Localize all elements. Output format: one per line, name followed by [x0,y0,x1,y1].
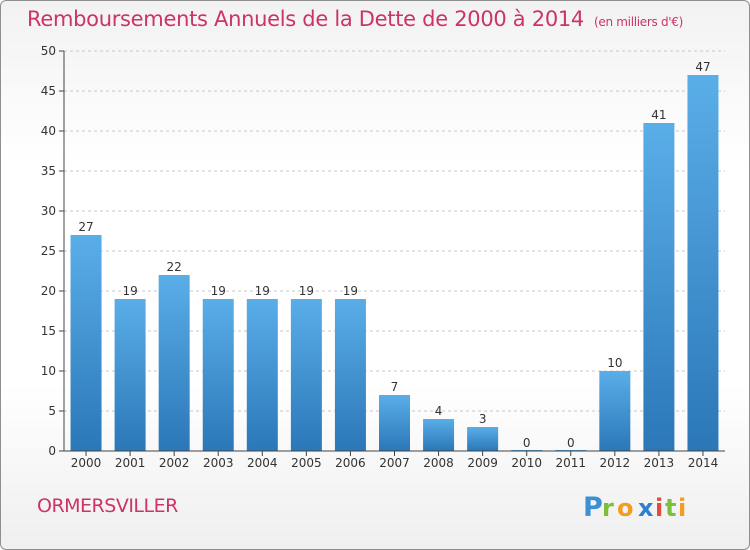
y-tick-label: 30 [41,204,56,218]
x-tick-label-2000: 2000 [71,456,102,470]
x-tick-label-2013: 2013 [644,456,675,470]
data-label-2006: 19 [343,284,358,298]
data-label-2007: 7 [391,380,399,394]
data-label-2002: 22 [167,260,182,274]
y-tick-label: 25 [41,244,56,258]
bar-2005 [290,299,322,451]
data-label-2008: 4 [435,404,443,418]
y-tick-label: 15 [41,324,56,338]
y-tick-label: 5 [48,404,56,418]
bar-2008 [423,419,455,451]
x-tick-label-2011: 2011 [555,456,586,470]
commune-name: ORMERSVILLER [37,495,178,517]
bar-2012 [599,371,631,451]
x-tick-label-2004: 2004 [247,456,278,470]
data-label-2005: 19 [299,284,314,298]
svg-text:t: t [665,494,676,522]
bar-2007 [379,395,410,451]
bar-2006 [334,299,366,451]
title-text: Remboursements Annuels de la Dette de 20… [27,7,584,31]
svg-text:r: r [602,494,614,522]
data-label-2001: 19 [122,284,137,298]
x-tick-label-2006: 2006 [335,456,366,470]
y-tick-label: 20 [41,284,56,298]
title-unit: (en milliers d'€) [594,15,684,29]
bar-2002 [158,275,190,451]
y-tick-label: 40 [41,124,56,138]
data-label-2004: 19 [255,284,270,298]
y-tick-label: 45 [41,84,56,98]
x-tick-label-2002: 2002 [159,456,190,470]
x-tick-label-2008: 2008 [423,456,454,470]
y-tick-label: 0 [48,444,56,458]
data-label-2010: 0 [523,436,531,450]
svg-text:i: i [678,494,686,522]
bar-2001 [114,299,146,451]
bar-2014 [687,75,719,451]
x-tick-label-2005: 2005 [291,456,322,470]
data-label-2012: 10 [607,356,622,370]
data-label-2014: 47 [695,60,710,74]
svg-text:x: x [638,494,654,522]
bar-2009 [467,427,499,451]
svg-text:o: o [617,494,634,522]
proxiti-logo: P r o x i t i [583,492,686,523]
x-tick-label-2014: 2014 [688,456,719,470]
svg-text:P: P [583,492,603,523]
bar-2013 [643,123,675,451]
bar-2004 [246,299,278,451]
data-label-2011: 0 [567,436,575,450]
bars [70,75,719,451]
x-tick-label-2001: 2001 [115,456,146,470]
x-tick-label-2010: 2010 [511,456,542,470]
data-label-2000: 27 [78,220,93,234]
chart-title: Remboursements Annuels de la Dette de 20… [27,7,683,31]
data-labels: 27 19 22 19 19 19 19 7 4 3 0 0 10 41 47 [78,60,710,450]
data-label-2003: 19 [211,284,226,298]
x-tick-label-2007: 2007 [379,456,410,470]
bar-2003 [202,299,234,451]
data-label-2013: 41 [651,108,666,122]
y-tick-label: 10 [41,364,56,378]
y-tick-label: 50 [41,44,56,58]
y-tick-label: 35 [41,164,56,178]
x-tick-label-2009: 2009 [467,456,498,470]
svg-text:i: i [655,494,663,522]
data-label-2009: 3 [479,412,487,426]
bar-2000 [70,235,102,451]
x-tick-label-2012: 2012 [600,456,631,470]
x-tick-label-2003: 2003 [203,456,234,470]
